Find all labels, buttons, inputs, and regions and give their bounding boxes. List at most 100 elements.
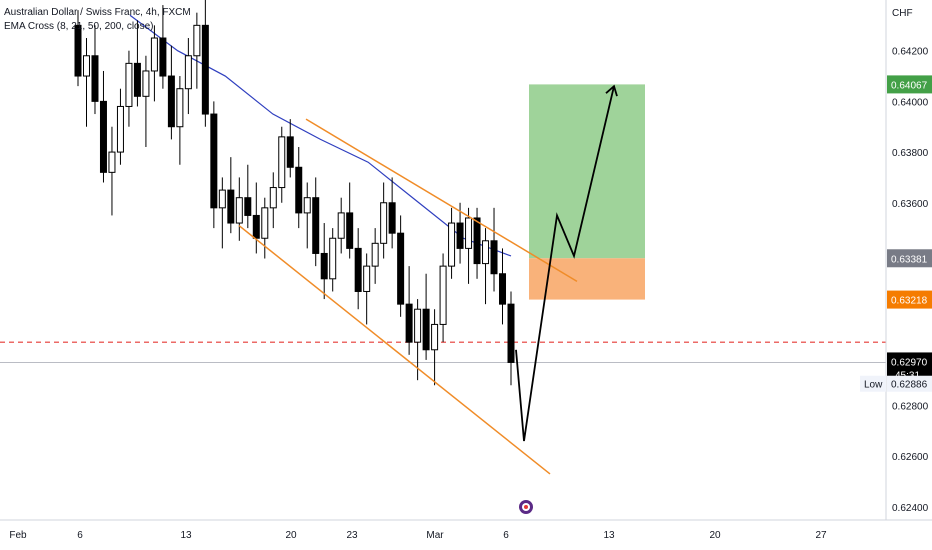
candle[interactable] (91, 25, 99, 115)
profit-zone[interactable] (529, 84, 645, 259)
time-tick-label: 6 (77, 530, 83, 541)
price-axis-currency: CHF (892, 8, 913, 19)
candle[interactable] (303, 182, 311, 249)
candle-body (99, 100, 107, 173)
candle-body (431, 323, 439, 351)
candle[interactable] (422, 273, 430, 360)
candle[interactable] (227, 157, 235, 234)
candle[interactable] (448, 207, 456, 279)
candle[interactable] (184, 38, 192, 115)
time-tick-label: 20 (709, 530, 721, 541)
candle-body (388, 202, 396, 234)
candle[interactable] (286, 119, 294, 178)
channel-upper-line[interactable] (305, 118, 578, 282)
candle[interactable] (397, 215, 405, 317)
candle[interactable] (108, 126, 116, 216)
candle[interactable] (167, 45, 175, 140)
candle-body (261, 207, 269, 239)
candle[interactable] (371, 228, 379, 284)
candle[interactable] (439, 253, 447, 343)
candle[interactable] (125, 50, 133, 127)
candle[interactable] (388, 177, 396, 249)
candle[interactable] (99, 70, 107, 183)
candle[interactable] (499, 248, 507, 325)
candle[interactable] (74, 10, 82, 87)
time-tick-label: 27 (815, 530, 827, 541)
candle[interactable] (507, 291, 515, 386)
candle-body (380, 202, 388, 244)
candle[interactable] (278, 126, 286, 203)
channel-lower-line[interactable] (238, 224, 551, 475)
candle[interactable] (176, 76, 184, 165)
logo-core (524, 505, 528, 509)
candle[interactable] (473, 207, 481, 279)
candle-body (329, 237, 337, 280)
candle-body (210, 113, 218, 209)
candle[interactable] (312, 177, 320, 267)
candle[interactable] (142, 55, 150, 148)
candle[interactable] (320, 223, 328, 300)
candle-body (176, 88, 184, 128)
time-tick-label: Mar (426, 530, 444, 541)
candle-body (278, 136, 286, 189)
candle[interactable] (133, 20, 141, 107)
candle-body (184, 55, 192, 90)
candle[interactable] (346, 182, 354, 259)
symbol-title[interactable]: Australian Dollar / Swiss Franc, 4h, FXC… (4, 7, 191, 18)
candle-body (363, 265, 371, 292)
candle-body (320, 252, 328, 280)
candle[interactable] (82, 38, 90, 127)
candle[interactable] (269, 172, 277, 229)
candle-body (286, 136, 294, 168)
candle[interactable] (150, 25, 158, 102)
candle[interactable] (159, 5, 167, 89)
candle-body (482, 240, 490, 265)
candle[interactable] (252, 182, 260, 254)
candle[interactable] (210, 101, 218, 229)
candle[interactable] (490, 207, 498, 292)
candle[interactable] (456, 202, 464, 264)
candle[interactable] (235, 177, 243, 241)
time-tick-label: 20 (285, 530, 297, 541)
candle[interactable] (244, 164, 252, 229)
candle-body (405, 303, 413, 343)
candle-body (244, 197, 252, 216)
candle[interactable] (482, 228, 490, 305)
candle[interactable] (193, 12, 201, 89)
price-tick-label: 0.62400 (892, 503, 929, 514)
candle[interactable] (363, 253, 371, 325)
candle[interactable] (380, 182, 388, 259)
candle[interactable] (261, 197, 269, 259)
candle-body (142, 70, 150, 97)
indicator-title[interactable]: EMA Cross (8, 21, 50, 200, close) (4, 21, 154, 32)
candle[interactable] (295, 147, 303, 229)
tradingview-logo[interactable] (519, 500, 533, 514)
price-tick-label: 0.62800 (892, 402, 929, 413)
candle-body (116, 105, 124, 153)
candle[interactable] (431, 309, 439, 386)
candle[interactable] (414, 299, 422, 381)
candle[interactable] (354, 228, 362, 310)
candle[interactable] (329, 228, 337, 292)
candle[interactable] (337, 197, 345, 254)
candle-body (133, 62, 141, 97)
candle-body (201, 24, 209, 115)
candle[interactable] (465, 207, 473, 284)
projected-path[interactable] (515, 85, 615, 442)
candle[interactable] (201, 0, 209, 127)
candle-body (354, 247, 362, 292)
low-value: 0.62886 (891, 380, 928, 391)
candle[interactable] (218, 177, 226, 249)
candle[interactable] (405, 266, 413, 355)
target-price-badge (887, 75, 932, 94)
time-tick-label: Feb (9, 530, 27, 541)
ema-line[interactable] (129, 14, 512, 257)
candle-body (448, 222, 456, 267)
candle[interactable] (116, 88, 124, 165)
candle-body (150, 37, 158, 72)
entry-price-badge (887, 249, 932, 268)
candle-body (295, 166, 303, 214)
candle-body (422, 308, 430, 351)
